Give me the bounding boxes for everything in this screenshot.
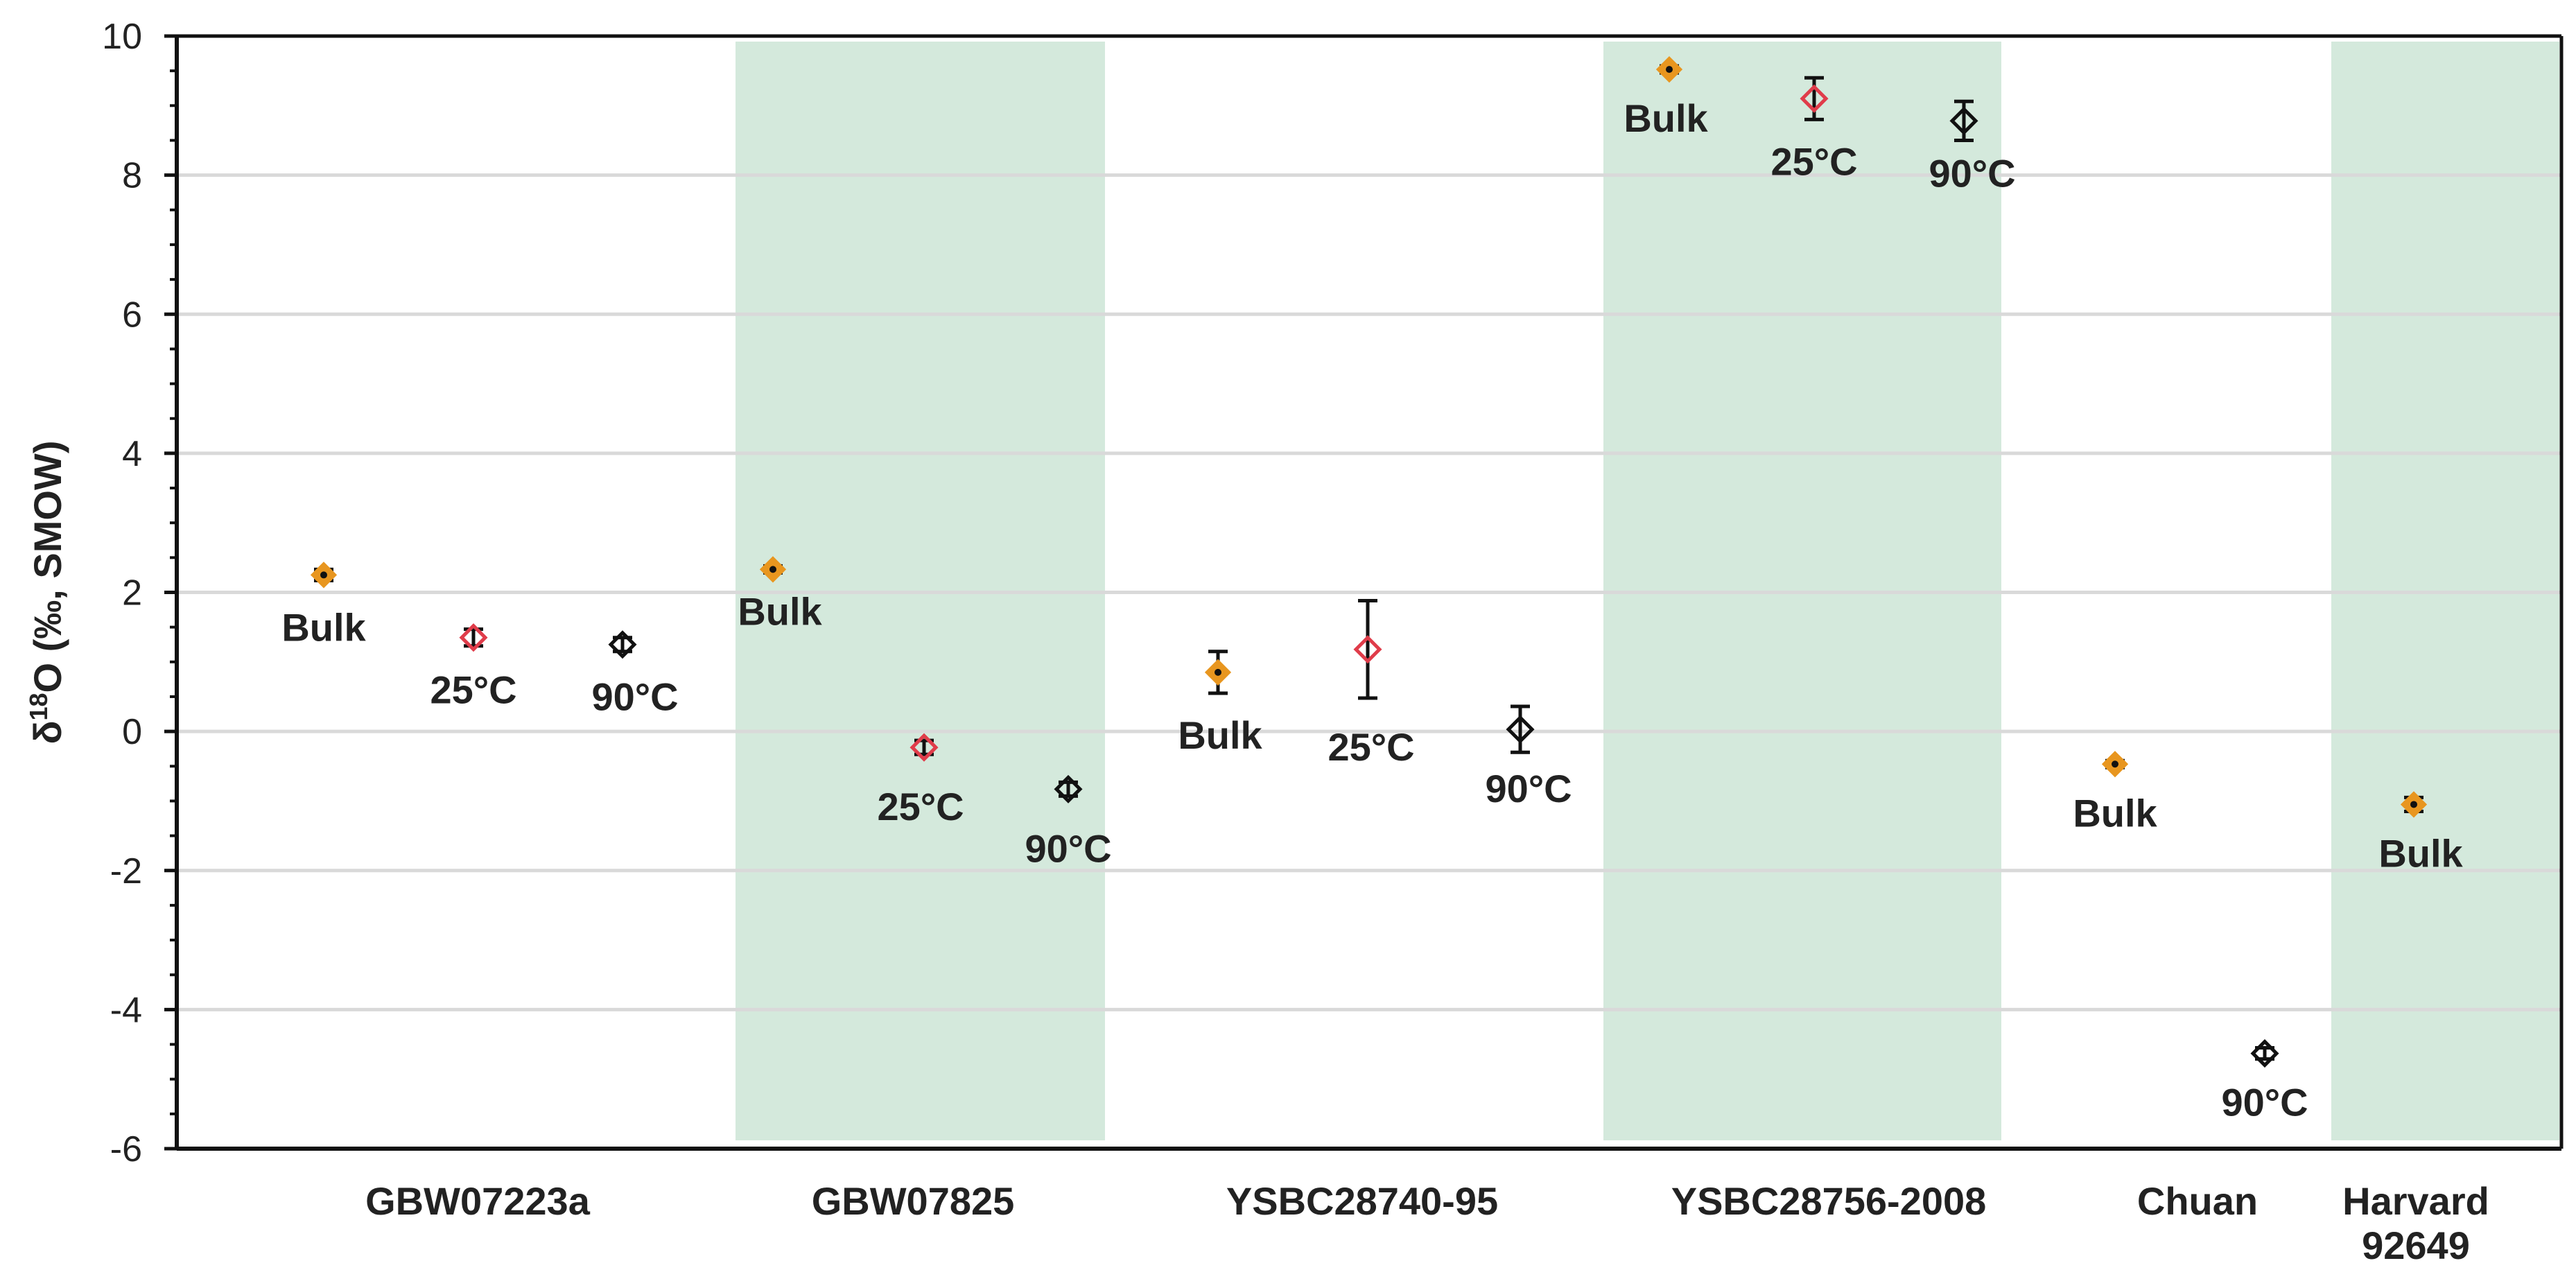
point-label: Bulk [281, 605, 366, 649]
y-tick-label: 2 [122, 573, 142, 614]
category-label-line: GBW07825 [812, 1179, 1015, 1223]
point-label: 90°C [1025, 826, 1111, 870]
category-label-line: YSBC28756-2008 [1671, 1179, 1987, 1223]
category-label-line: Harvard [2342, 1179, 2489, 1223]
y-axis-title-prefix: δ [26, 721, 69, 745]
y-tick-label: -4 [110, 990, 142, 1030]
point-label: 90°C [2221, 1081, 2308, 1124]
category-label: GBW07223a [365, 1179, 591, 1223]
label-layer: GBW07223a GBW07825 YSBC28740-95 YSBC28756-2… [281, 96, 2489, 1267]
y-axis-title: δ18O (‰, SMOW) [24, 441, 69, 745]
y-tick-label: 4 [122, 434, 142, 474]
data-point-90c [1949, 106, 1978, 135]
grid-layer [177, 173, 2561, 1011]
data-point-25c [1353, 635, 1382, 664]
point-label: 25°C [877, 785, 964, 828]
category-label: GBW07825 [812, 1179, 1015, 1223]
category-label: YSBC28756-2008 [1671, 1179, 1987, 1223]
point-label: Bulk [1178, 713, 1262, 757]
category-label: Chuan [2137, 1179, 2258, 1223]
data-point-90c [1506, 715, 1535, 744]
data-point-center [320, 571, 327, 579]
data-point-25c [910, 733, 939, 762]
data-point-center [1666, 66, 1673, 73]
data-point-center [769, 566, 776, 573]
y-tick-label: 10 [102, 17, 142, 57]
category-label: Harvard 92649 [2342, 1179, 2489, 1267]
category-label-line: 92649 [2362, 1224, 2470, 1267]
y-axis-title-suffix: O (‰, SMOW) [26, 441, 69, 693]
data-point-90c [1054, 774, 1083, 803]
point-label: Bulk [1624, 96, 1708, 140]
point-label: 25°C [1770, 139, 1857, 183]
point-label: 25°C [430, 668, 516, 712]
data-point-center [2112, 760, 2118, 768]
category-label-line: GBW07223a [365, 1179, 591, 1223]
y-tick-label: -6 [110, 1129, 142, 1169]
point-label: 90°C [591, 675, 678, 719]
data-point-center [2410, 801, 2417, 808]
data-point-25c [1800, 84, 1829, 113]
data-point-25c [459, 623, 488, 652]
category-label: YSBC28740-95 [1226, 1179, 1498, 1223]
y-tick-label: 6 [122, 295, 142, 335]
point-label: 90°C [1485, 767, 1572, 810]
y-tick-label: 0 [122, 712, 142, 752]
y-axis-title-sup: 18 [24, 693, 53, 720]
data-point-90c [2250, 1039, 2279, 1068]
data-point-90c [608, 630, 637, 659]
point-label: Bulk [738, 589, 822, 633]
data-point-center [1215, 668, 1221, 676]
y-tick-label: 8 [122, 156, 142, 196]
point-label: 90°C [1929, 151, 2015, 195]
y-tick-label: -2 [110, 851, 142, 891]
point-label: 25°C [1328, 725, 1414, 769]
category-label-line: Chuan [2137, 1179, 2258, 1223]
point-label: Bulk [2073, 791, 2157, 835]
point-label: Bulk [2378, 831, 2463, 875]
point-layer [310, 56, 2428, 1068]
axis-layer: -6 -4 -2 0 2 4 6 8 10 δ18O (‰, SMOW) [24, 17, 2564, 1169]
category-label-line: YSBC28740-95 [1226, 1179, 1498, 1223]
